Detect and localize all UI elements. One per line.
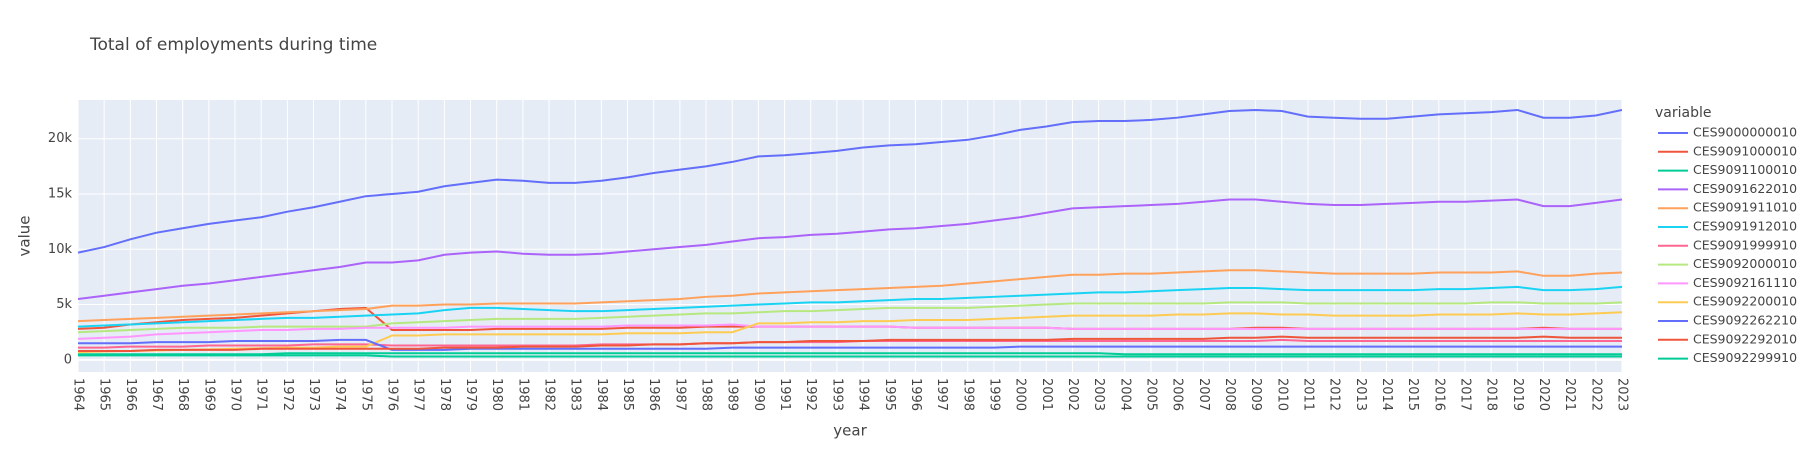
legend-title: variable — [1655, 105, 1711, 121]
series-line — [78, 323, 1622, 340]
legend-label: CES9091622010 — [1693, 181, 1797, 196]
legend-label: CES9092161110 — [1693, 275, 1797, 290]
x-tick-label: 1994 — [856, 378, 871, 411]
x-tick-label: 2005 — [1143, 378, 1158, 411]
series-line — [78, 311, 1622, 354]
x-tick-label: 1969 — [201, 378, 216, 411]
legend-label: CES9091911010 — [1693, 200, 1797, 215]
y-tick-label: 0 — [64, 352, 72, 367]
x-tick-label: 2012 — [1327, 378, 1342, 411]
series-line — [78, 198, 1622, 301]
x-tick-label: 1979 — [463, 378, 478, 411]
x-tick-label: 1983 — [568, 378, 583, 411]
x-tick-label: 2009 — [1248, 378, 1263, 411]
x-tick-label: 2015 — [1405, 378, 1420, 411]
x-tick-label: 2002 — [1065, 378, 1080, 411]
x-tick-label: 1996 — [908, 378, 923, 411]
x-tick-label: 1999 — [986, 378, 1001, 411]
y-tick-label: 20k — [48, 131, 73, 146]
x-tick-label: 2019 — [1510, 378, 1525, 411]
x-tick-label: 1978 — [437, 378, 452, 411]
legend-label: CES9000000010 — [1693, 125, 1797, 140]
x-tick-label: 1964 — [71, 378, 86, 411]
chart-title: Total of employments during time — [89, 35, 377, 55]
x-tick-label: 2006 — [1170, 378, 1185, 411]
legend-label: CES9091100010 — [1693, 162, 1797, 177]
x-tick-label: 2020 — [1536, 378, 1551, 411]
x-tick-label: 2013 — [1353, 378, 1368, 411]
series-line — [78, 354, 1622, 358]
x-tick-label: 1968 — [175, 378, 190, 411]
x-tick-label: 2023 — [1615, 378, 1630, 411]
x-tick-label: 2021 — [1562, 378, 1577, 411]
x-tick-label: 1980 — [489, 378, 504, 411]
x-tick-label: 1966 — [123, 378, 138, 411]
x-tick-label: 1991 — [777, 378, 792, 411]
x-tick-label: 2008 — [1222, 378, 1237, 411]
x-tick-label: 1997 — [934, 378, 949, 411]
x-tick-label: 1970 — [228, 378, 243, 411]
x-tick-label: 2007 — [1196, 378, 1211, 411]
y-tick-label: 10k — [48, 242, 73, 257]
series-line — [78, 352, 1622, 356]
plot-background — [78, 100, 1622, 372]
legend-label: CES9091912010 — [1693, 219, 1797, 234]
x-axis-title: year — [833, 422, 867, 440]
x-tick-label: 1972 — [280, 378, 295, 411]
x-tick-label: 1984 — [594, 378, 609, 411]
x-tick-label: 1974 — [332, 378, 347, 411]
x-tick-label: 1998 — [960, 378, 975, 411]
x-tick-label: 1990 — [751, 378, 766, 411]
x-tick-label: 2017 — [1457, 378, 1472, 411]
series-line — [78, 269, 1622, 323]
legend-label: CES9092000010 — [1693, 256, 1797, 271]
x-tick-label: 1987 — [672, 378, 687, 411]
x-tick-label: 1977 — [411, 378, 426, 411]
x-tick-label: 2003 — [1091, 378, 1106, 411]
series-line — [78, 338, 1622, 351]
plot-lines — [78, 108, 1622, 358]
legend-label: CES9092299910 — [1693, 350, 1797, 365]
y-axis-title: value — [16, 216, 34, 257]
x-tick-label: 1982 — [542, 378, 557, 411]
x-tick-label: 1986 — [646, 378, 661, 411]
x-tick-label: 1973 — [306, 378, 321, 411]
x-tick-label: 2011 — [1300, 378, 1315, 411]
legend-label: CES9092200010 — [1693, 294, 1797, 309]
x-tick-label: 2001 — [1039, 378, 1054, 411]
x-tick-label: 1992 — [803, 378, 818, 411]
y-tick-label: 5k — [56, 297, 72, 312]
legend-label: CES9092292010 — [1693, 331, 1797, 346]
legend-label: CES9091000010 — [1693, 143, 1797, 158]
series-line — [78, 108, 1622, 254]
x-tick-label: 1985 — [620, 378, 635, 411]
x-tick-label: 1995 — [882, 378, 897, 411]
x-tick-label: 2014 — [1379, 378, 1394, 411]
x-tick-label: 2016 — [1431, 378, 1446, 411]
legend-label: CES9092262210 — [1693, 313, 1797, 328]
series-line — [78, 301, 1622, 334]
x-tick-label: 1965 — [97, 378, 112, 411]
x-tick-label: 1975 — [358, 378, 373, 411]
x-tick-label: 2000 — [1013, 378, 1028, 411]
x-tick-label: 1976 — [385, 378, 400, 411]
x-tick-label: 1988 — [699, 378, 714, 411]
x-tick-label: 1967 — [149, 378, 164, 411]
x-tick-label: 1989 — [725, 378, 740, 411]
x-tick-label: 2022 — [1588, 378, 1603, 411]
legend-label: CES9091999910 — [1693, 237, 1797, 252]
series-line — [78, 285, 1622, 328]
series-line — [78, 335, 1622, 352]
x-tick-label: 2004 — [1117, 378, 1132, 411]
x-tick-label: 2018 — [1484, 378, 1499, 411]
x-tick-label: 2010 — [1274, 378, 1289, 411]
x-tick-label: 1971 — [254, 378, 269, 411]
x-tick-label: 1981 — [515, 378, 530, 411]
y-tick-label: 15k — [48, 186, 73, 201]
x-tick-label: 1993 — [829, 378, 844, 411]
